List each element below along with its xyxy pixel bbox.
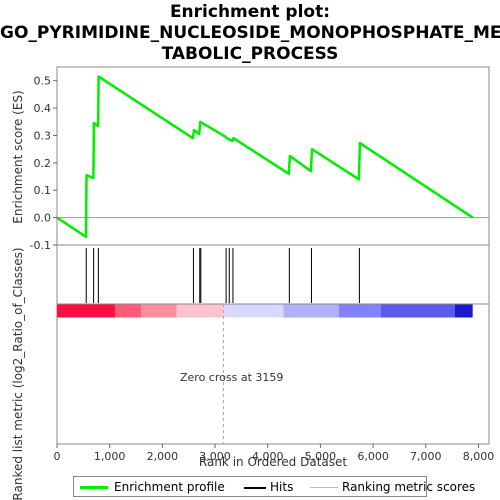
chart-title-line-3: TABOLIC_PROCESS [161, 44, 339, 64]
legend-label-enrichment: Enrichment profile [114, 480, 225, 494]
chart-legend: Enrichment profile Hits Ranking metric s… [73, 476, 475, 497]
x-tick-label: 5,000 [305, 450, 337, 463]
x-tick-label: 3,000 [199, 450, 231, 463]
chart-title-line-2: GO_PYRIMIDINE_NUCLEOSIDE_MONOPHOSPHATE_M… [0, 23, 500, 43]
legend-label-hits: Hits [270, 480, 294, 494]
y-tick-label: 0.2 [34, 157, 52, 170]
es-layer [56, 75, 489, 239]
x-tick-label: 1,000 [94, 450, 126, 463]
x-tick-label: 7,000 [410, 450, 442, 463]
y-tick-label: -0.1 [30, 239, 51, 252]
axes-layer: -0.1 0.0 0.1 0.2 0.3 0.4 0.5 0 1,000 2,000 3,000 4,… [30, 75, 495, 463]
y-axis-label-bottom: Ranked list metric (log2_Ratio_of_Classe… [11, 247, 25, 500]
metric-bar-segment [176, 304, 224, 318]
chart-title: Enrichment plot: GO_PYRIMIDINE_NUCLEOSID… [0, 2, 500, 65]
hits-layer [85, 248, 360, 303]
es-panel-frame [56, 66, 490, 246]
y-tick-label: 0.1 [34, 184, 52, 197]
x-axis-label: Rank in Ordered Dataset [199, 455, 347, 469]
hits-panel-frame [56, 244, 490, 305]
chart-title-line-1: Enrichment plot: [169, 2, 331, 22]
y-tick-label: 0.5 [34, 75, 52, 88]
metric-bar-segment [57, 304, 115, 318]
metric-layer [57, 304, 473, 444]
metric-bar-segment [114, 304, 142, 318]
y-tick-label: 0.0 [34, 212, 52, 225]
metric-bar-segment [141, 304, 177, 318]
metric-bar-segment [338, 304, 381, 318]
y-tick-label: 0.3 [34, 129, 52, 142]
zero-cross-label: Zero cross at 3159 [180, 371, 283, 384]
metric-bar-segment [223, 304, 284, 318]
x-tick-label: 4,000 [252, 450, 284, 463]
legend-swatch-metric [310, 487, 338, 488]
metric-bar-segment [454, 304, 473, 318]
enrichment-profile-line [56, 75, 474, 239]
x-tick-label: 8,000 [463, 450, 495, 463]
x-tick-label: 2,000 [147, 450, 179, 463]
y-tick-label: 0.4 [34, 102, 52, 115]
metric-panel-frame [56, 303, 490, 445]
legend-swatch-hits [244, 487, 266, 489]
x-tick-label: 0 [54, 450, 61, 463]
y-axis-label-top: Enrichment score (ES) [11, 90, 25, 223]
metric-bar-segment [283, 304, 339, 318]
x-tick-label: 6,000 [357, 450, 389, 463]
legend-swatch-enrichment [80, 486, 108, 489]
legend-label-metric: Ranking metric scores [342, 480, 476, 494]
metric-bar-segment [381, 304, 455, 318]
